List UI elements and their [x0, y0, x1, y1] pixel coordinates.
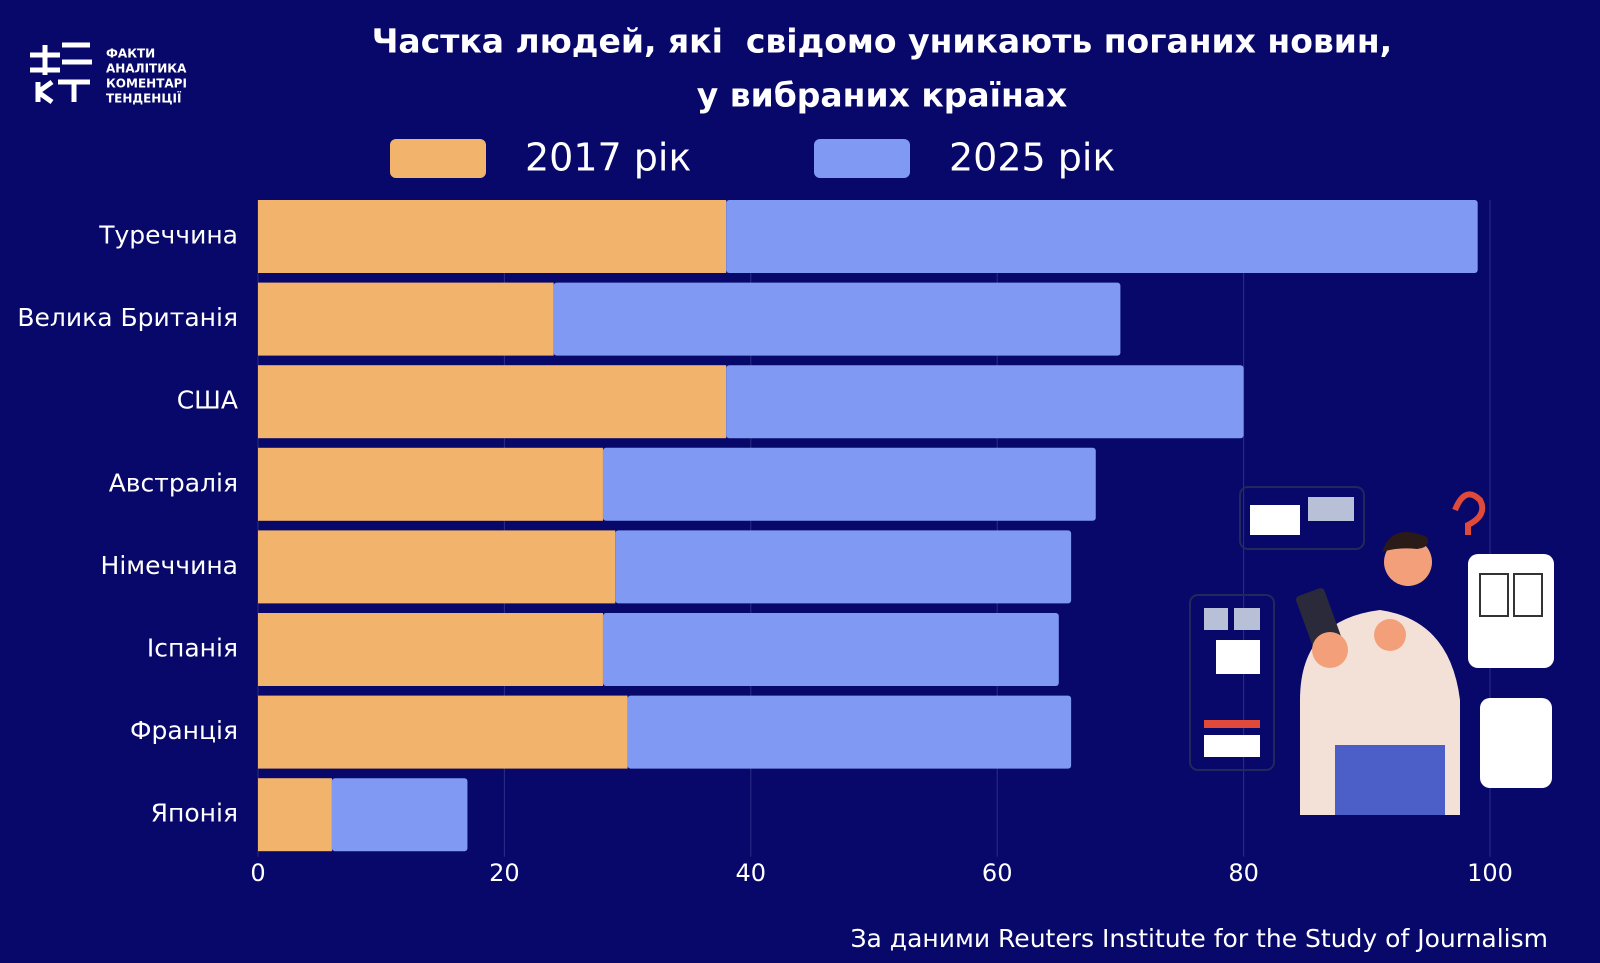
bar-segment	[258, 530, 616, 604]
y-tick-label: Іспанія	[147, 634, 238, 663]
bar-segment	[258, 778, 332, 852]
illustration	[1189, 486, 1554, 815]
y-tick-label: Туреччина	[98, 221, 238, 250]
bar-segment	[258, 200, 727, 273]
logo-text: АНАЛІТИКА	[106, 62, 187, 76]
x-tick-label: 60	[982, 859, 1013, 887]
source: За даними Reuters Institute for the Stud…	[851, 924, 1548, 953]
y-tick-label: Німеччина	[101, 551, 238, 580]
bar-segment	[258, 365, 727, 439]
y-tick-label: Японія	[151, 799, 238, 828]
y-tick-label: США	[177, 386, 238, 415]
y-tick-label: Австралія	[109, 468, 238, 497]
legend-label: 2025 рік	[949, 136, 1115, 180]
logo	[30, 42, 92, 105]
x-tick-label: 100	[1467, 859, 1513, 887]
bar-segment	[726, 365, 1244, 439]
logo-text: ФАКТИ	[106, 47, 155, 61]
legend-swatch	[390, 139, 486, 178]
bar-segment	[726, 200, 1478, 273]
bar-segment	[258, 447, 603, 521]
legend-swatch	[814, 139, 910, 178]
bar-segment	[258, 613, 603, 686]
bar-segment	[258, 282, 554, 356]
bar-segment	[553, 282, 1121, 356]
x-tick-label: 20	[489, 859, 520, 887]
y-tick-label: Велика Британія	[17, 303, 238, 332]
chart-title: у вибраних країнах	[697, 76, 1068, 115]
bar-segment	[602, 447, 1096, 521]
bar-segment	[331, 778, 468, 852]
x-tick-label: 80	[1228, 859, 1259, 887]
logo-text: КОМЕНТАРІ	[106, 77, 187, 91]
y-tick-label: Франція	[130, 716, 238, 745]
chart-title: Частка людей, які свідомо уникають поган…	[372, 22, 1392, 61]
legend-label: 2017 рік	[525, 136, 691, 180]
x-tick-label: 0	[250, 859, 265, 887]
logo-text: ТЕНДЕНЦІЇ	[106, 91, 182, 106]
bar-segment	[602, 613, 1059, 686]
bar-segment	[615, 530, 1072, 604]
x-tick-label: 40	[736, 859, 767, 887]
bar-segment	[627, 695, 1072, 769]
bar-segment	[258, 695, 628, 769]
